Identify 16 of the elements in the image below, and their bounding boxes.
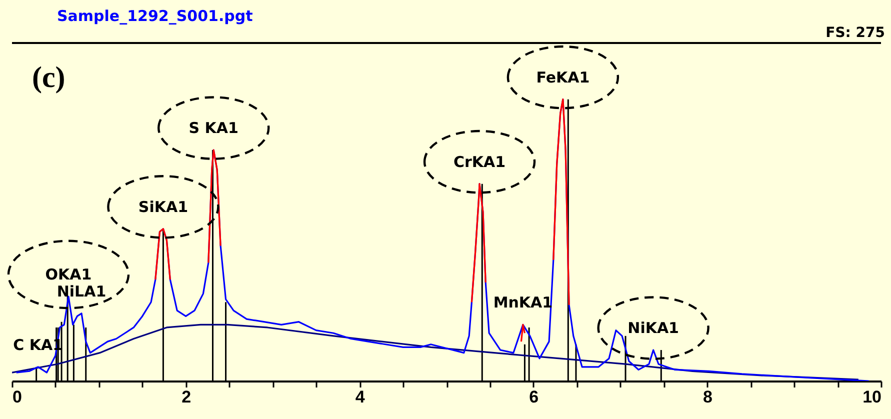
- text: (c): [32, 61, 66, 94]
- annotation: FeKA1: [536, 68, 590, 86]
- x-tick-label: 0: [12, 388, 22, 406]
- annotation: SiKA1: [138, 198, 188, 216]
- chart-title: Sample_1292_S001.pgt: [57, 7, 253, 25]
- x-tick-label: 4: [355, 388, 366, 406]
- annotation: CrKA1: [453, 152, 506, 171]
- x-tick-label: 6: [529, 388, 539, 406]
- x-tick-label: 8: [702, 388, 712, 406]
- annotation: OKA1: [45, 266, 92, 284]
- x-tick-label: 2: [182, 388, 192, 406]
- annotation: NiLA1: [56, 282, 106, 300]
- annotation: S KA1: [188, 119, 238, 138]
- text: FS: 275: [826, 25, 885, 41]
- annotation: NiKA1: [628, 319, 680, 338]
- x-tick-label: 10: [862, 388, 882, 406]
